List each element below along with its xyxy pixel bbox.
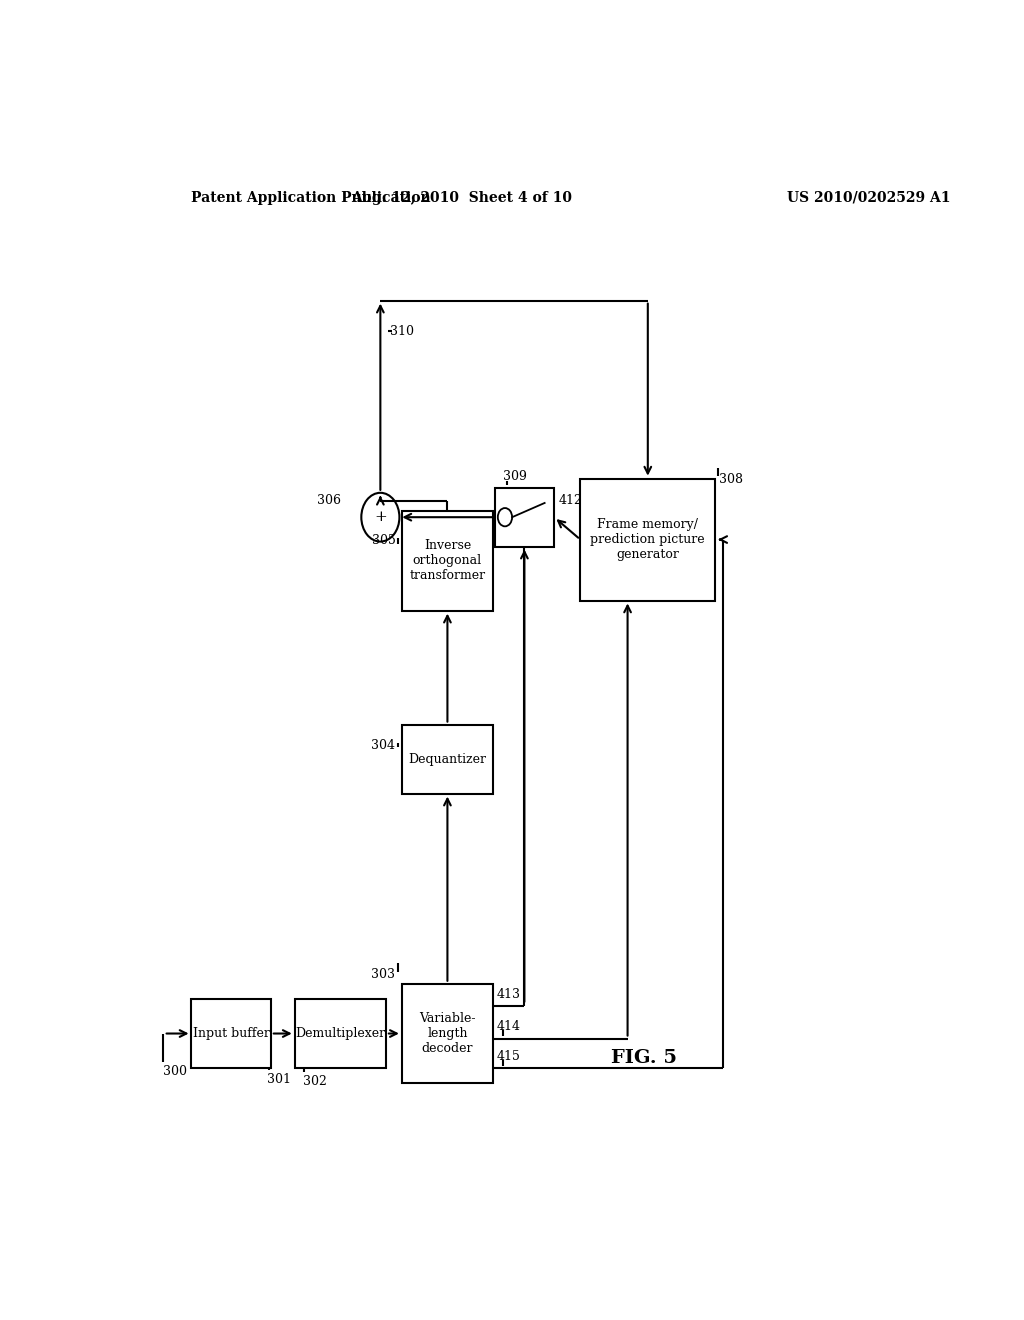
Text: 300: 300 (163, 1065, 187, 1078)
FancyBboxPatch shape (495, 487, 554, 546)
Text: Inverse
orthogonal
transformer: Inverse orthogonal transformer (410, 540, 485, 582)
Text: FIG. 5: FIG. 5 (611, 1049, 677, 1067)
Text: 308: 308 (719, 474, 743, 487)
FancyBboxPatch shape (401, 983, 494, 1084)
Text: 301: 301 (267, 1073, 291, 1086)
FancyBboxPatch shape (401, 511, 494, 611)
Text: 305: 305 (372, 535, 395, 548)
Text: US 2010/0202529 A1: US 2010/0202529 A1 (786, 191, 950, 205)
Text: Aug. 12, 2010  Sheet 4 of 10: Aug. 12, 2010 Sheet 4 of 10 (351, 191, 571, 205)
Text: 306: 306 (317, 494, 341, 507)
FancyBboxPatch shape (401, 725, 494, 793)
Text: 309: 309 (503, 470, 526, 483)
Text: 310: 310 (390, 325, 414, 338)
Text: 303: 303 (372, 969, 395, 982)
Text: 413: 413 (497, 987, 521, 1001)
Text: 414: 414 (497, 1020, 521, 1034)
Text: 415: 415 (497, 1051, 521, 1064)
Text: Input buffer: Input buffer (193, 1027, 269, 1040)
FancyBboxPatch shape (295, 999, 386, 1068)
Text: 302: 302 (303, 1076, 327, 1088)
Text: 304: 304 (372, 739, 395, 752)
Text: +: + (374, 511, 387, 524)
FancyBboxPatch shape (581, 479, 715, 601)
Text: 412: 412 (558, 494, 582, 507)
Text: Patent Application Publication: Patent Application Publication (191, 191, 431, 205)
Text: Dequantizer: Dequantizer (409, 752, 486, 766)
Text: Variable-
length
decoder: Variable- length decoder (419, 1012, 476, 1055)
Text: Demultiplexer: Demultiplexer (295, 1027, 385, 1040)
FancyBboxPatch shape (191, 999, 270, 1068)
Text: Frame memory/
prediction picture
generator: Frame memory/ prediction picture generat… (591, 517, 706, 561)
